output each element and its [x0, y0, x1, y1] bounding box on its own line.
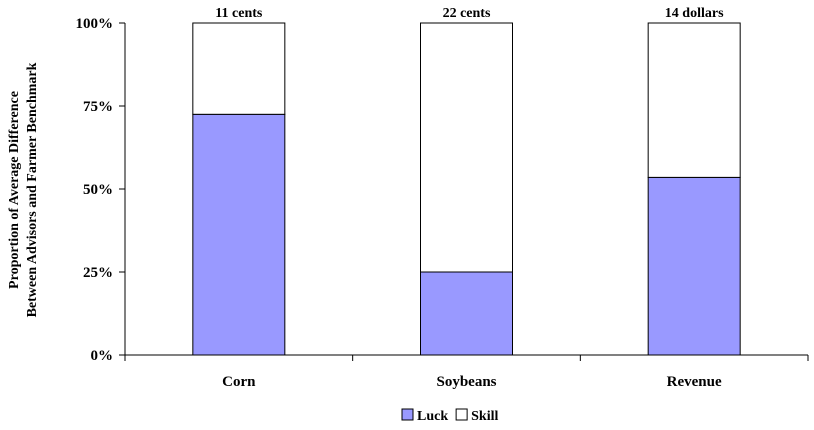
y-tick-label: 100% [76, 16, 114, 32]
y-tick-label: 0% [91, 348, 114, 364]
legend-swatch-luck [401, 408, 414, 421]
category-label: Corn [222, 374, 256, 390]
bar-top-label: 22 cents [443, 6, 491, 21]
y-axis-title: Proportion of Average Difference Between… [7, 62, 40, 317]
bar-top-labels: 11 cents 22 cents 14 dollars [215, 6, 724, 21]
bar-skill-corn [192, 22, 286, 115]
bar-top-label: 14 dollars [665, 6, 724, 21]
y-tick-label: 25% [83, 265, 113, 281]
bar-skill-revenue [647, 22, 741, 178]
y-axis-title-line-2: Between Advisors and Farmer Benchmark [25, 62, 40, 317]
category-labels: Corn Soybeans Revenue [222, 374, 722, 390]
legend-swatch-skill [455, 408, 468, 421]
y-ticks: 0% 25% 50% 75% 100% [76, 16, 125, 364]
y-tick-label: 75% [83, 99, 113, 115]
y-tick-label: 50% [83, 182, 113, 198]
legend: Luck Skill [401, 408, 498, 424]
bar-luck-corn [192, 113, 286, 356]
y-axis-title-line-1: Proportion of Average Difference [7, 91, 22, 289]
bar-luck-revenue [647, 176, 741, 356]
category-label: Soybeans [436, 374, 496, 390]
bars [192, 22, 741, 356]
bar-luck-soybeans [420, 271, 513, 356]
bar-skill-soybeans [420, 22, 513, 273]
legend-label-luck: Luck [417, 409, 448, 424]
legend-label-skill: Skill [471, 409, 498, 424]
category-label: Revenue [667, 374, 722, 390]
bar-top-label: 11 cents [215, 6, 263, 21]
